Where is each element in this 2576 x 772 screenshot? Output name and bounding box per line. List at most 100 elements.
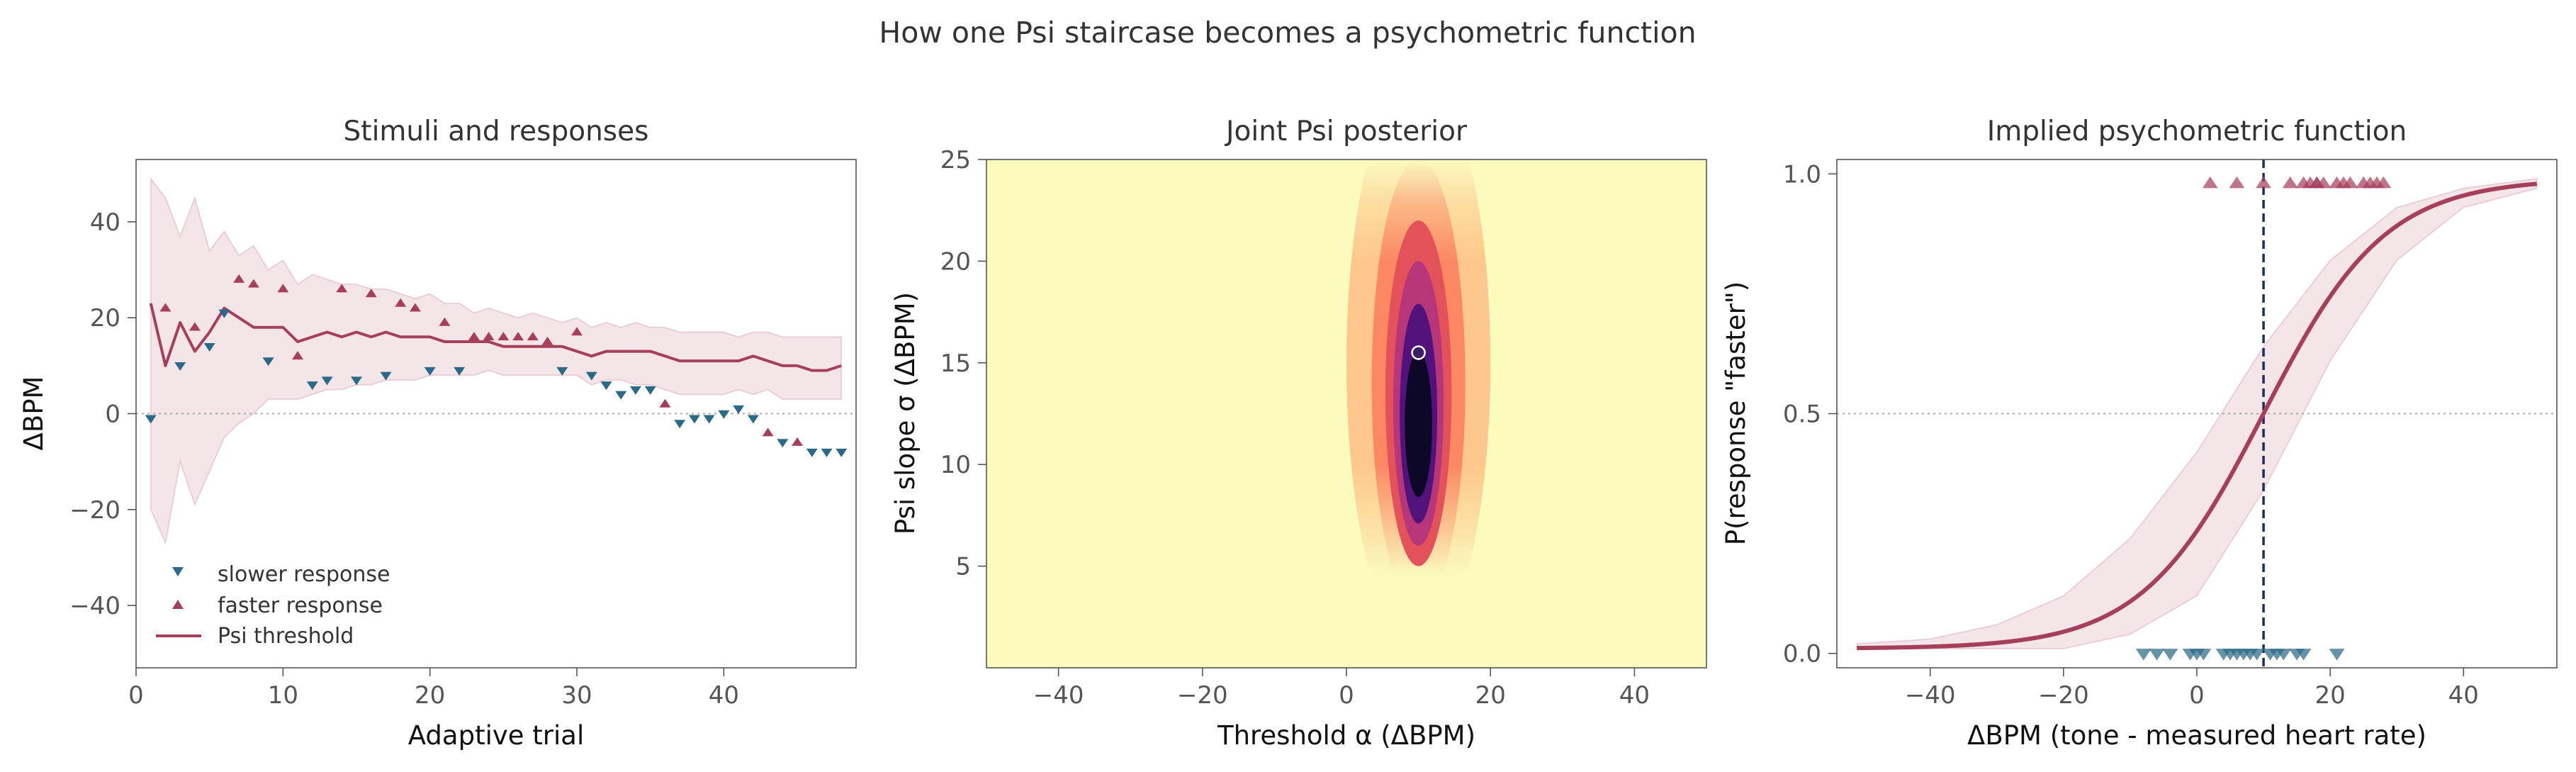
slower-response-marker: [733, 405, 745, 414]
faster-response-marker: [247, 279, 259, 288]
panel1-y-label: ΔBPM: [18, 376, 49, 451]
panel2-y-label: Psi slope σ (ΔBPM): [890, 292, 921, 535]
posterior-estimate-point: [1411, 345, 1426, 360]
panel1-legend: slower response faster response Psi thre…: [156, 562, 390, 649]
faster-response-marker: [395, 298, 407, 307]
slower-response-marker: [777, 439, 789, 448]
panel3-y-ticks: 0.0 0.5 1.0: [1783, 160, 1837, 668]
slower-response-marker: [585, 371, 597, 381]
faster-response-marker: [762, 427, 774, 437]
slower-response-marker: [718, 410, 730, 419]
panel1-ytick-label: −20: [69, 496, 120, 525]
panel1-y-ticks: −40 −20 0 20 40: [69, 208, 136, 620]
panel1-xtick-label: 30: [561, 681, 592, 710]
faster-response-marker: [792, 437, 804, 446]
panel2-xtick-label: −40: [1033, 681, 1084, 710]
panel3-xtick-label: −20: [2038, 681, 2089, 710]
panel3-ytick-label: 1.0: [1783, 160, 1821, 189]
slower-rug-marker: [2135, 649, 2152, 661]
panel-stimuli-responses: Stimuli and responses 0 10 20 30 40 −40 −20 0 2…: [18, 116, 857, 751]
faster-rug-marker: [2229, 176, 2245, 189]
panel3-x-label: ΔBPM (tone - measured heart rate): [1967, 720, 2426, 751]
slower-response-marker: [644, 386, 656, 395]
figure-title: How one Psi staircase becomes a psychome…: [879, 16, 1696, 50]
slower-rug-marker: [2195, 649, 2212, 661]
panel1-xtick-label: 10: [268, 681, 298, 710]
slower-response-marker: [424, 367, 436, 376]
panel1-xtick-label: 0: [128, 681, 144, 710]
faster-response-marker: [571, 327, 583, 336]
faster-response-marker: [659, 398, 671, 408]
faster-rug-marker: [2202, 176, 2218, 189]
panel-joint-posterior: Joint Psi posterior −40 −20 0 20 40 5 10 15 20 2…: [890, 116, 1707, 751]
panel1-title: Stimuli and responses: [344, 116, 649, 147]
panel2-ytick-label: 20: [940, 247, 971, 276]
panel2-xtick-label: 40: [1619, 681, 1650, 710]
panel3-title: Implied psychometric function: [1987, 116, 2407, 147]
faster-response-marker: [409, 303, 421, 312]
psi-threshold-line: [149, 303, 842, 372]
panel3-xtick-label: 40: [2448, 681, 2479, 710]
panel1-ytick-label: 20: [90, 304, 120, 332]
slower-response-marker: [615, 391, 627, 400]
response-rug-markers: [2135, 176, 2392, 661]
panel3-y-label: P(response "faster"): [1721, 281, 1751, 546]
faster-rug-marker: [2282, 176, 2298, 189]
panel2-ytick-label: 15: [940, 349, 971, 378]
posterior-peak: [1405, 350, 1432, 498]
faster-response-marker: [365, 289, 377, 298]
slower-response-marker: [821, 448, 833, 457]
slower-response-marker: [321, 376, 333, 386]
panel2-x-ticks: −40 −20 0 20 40: [1033, 668, 1650, 710]
faster-response-marker: [497, 332, 510, 341]
faster-response-marker: [336, 284, 348, 293]
slower-rug-marker: [2276, 649, 2292, 661]
slower-rug-marker: [2295, 649, 2312, 661]
slower-response-marker: [836, 448, 848, 457]
psychometric-curve: [1857, 181, 2538, 651]
panel2-ytick-label: 25: [940, 146, 971, 174]
faster-response-marker: [189, 322, 201, 331]
faster-rug-marker: [2369, 176, 2385, 189]
faster-response-marker: [439, 317, 451, 326]
panel1-ytick-label: 0: [105, 401, 120, 429]
slower-response-marker: [688, 415, 700, 424]
panel2-xtick-label: 0: [1339, 681, 1354, 710]
slower-response-marker: [747, 415, 759, 424]
psychometric-confidence-band: [1856, 177, 2538, 649]
panel3-xtick-label: −40: [1905, 681, 1956, 710]
panel3-xtick-label: 20: [2315, 681, 2346, 710]
slower-response-marker: [806, 448, 818, 457]
slower-response-marker: [203, 343, 215, 352]
slower-response-marker: [703, 415, 715, 424]
legend-slower-marker: [172, 567, 184, 576]
slower-response-marker: [145, 415, 157, 424]
slower-rug-marker: [2149, 649, 2165, 661]
faster-rug-marker: [2315, 176, 2332, 189]
slower-rug-marker: [2329, 649, 2345, 661]
panel1-x-ticks: 0 10 20 30 40: [128, 668, 739, 710]
slower-response-marker: [454, 367, 466, 376]
threshold-confidence-band: [150, 177, 843, 546]
faster-rug-marker: [2342, 176, 2358, 189]
panel-psychometric-function: Implied psychometric function −40 −20 0 20 4…: [1721, 116, 2558, 751]
faster-response-marker: [277, 284, 289, 293]
slower-response-marker: [629, 386, 641, 395]
slower-response-marker: [674, 420, 686, 429]
panel2-ytick-label: 5: [955, 553, 971, 581]
faster-response-marker: [468, 332, 480, 341]
slower-response-marker: [174, 362, 186, 371]
faster-response-marker: [512, 332, 524, 341]
legend-faster-marker: [172, 600, 184, 609]
response-markers: [145, 274, 848, 457]
panel1-ytick-label: 40: [90, 208, 120, 237]
panel3-x-ticks: −40 −20 0 20 40: [1905, 668, 2479, 710]
panel2-xtick-label: 20: [1475, 681, 1506, 710]
panel3-ytick-label: 0.5: [1783, 401, 1821, 429]
slower-response-marker: [600, 381, 612, 391]
slower-response-marker: [218, 309, 230, 318]
panel1-x-label: Adaptive trial: [408, 720, 584, 751]
legend-threshold-label: Psi threshold: [218, 624, 354, 649]
panel3-xtick-label: 0: [2189, 681, 2205, 710]
